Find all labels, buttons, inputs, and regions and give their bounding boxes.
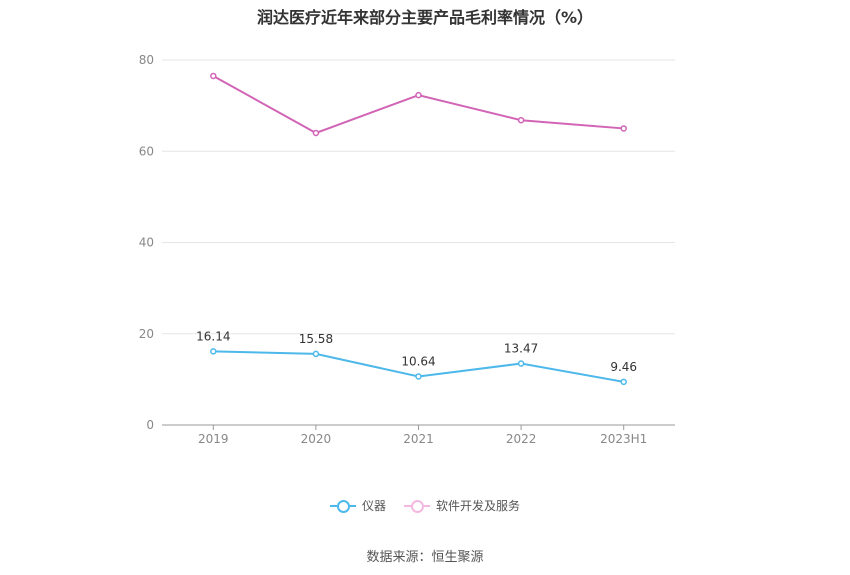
data-point[interactable] — [517, 360, 525, 367]
y-axis-tick-labels: 0 20 40 60 80 — [139, 53, 154, 432]
data-labels: 16.14 15.58 10.64 13.47 9.46 — [196, 329, 637, 373]
data-label: 10.64 — [401, 354, 435, 368]
y-tick-label: 0 — [146, 418, 154, 432]
legend-item-software[interactable]: 软件开发及服务 — [404, 497, 520, 514]
y-tick-label: 60 — [139, 144, 154, 158]
data-point[interactable] — [312, 350, 320, 358]
data-point[interactable] — [517, 116, 525, 124]
legend: 仪器 软件开发及服务 — [0, 497, 850, 514]
data-point[interactable] — [415, 91, 422, 99]
data-point[interactable] — [620, 378, 627, 386]
data-point[interactable] — [312, 129, 320, 137]
legend-marker-software — [404, 499, 430, 513]
x-tick-label: 2023H1 — [600, 432, 647, 446]
line-chart: 0 20 40 60 80 2019 2020 2021 2022 2023H1 16.14 15… — [139, 53, 675, 446]
y-tick-label: 80 — [139, 53, 154, 67]
source-note: 数据来源：恒生聚源 — [366, 550, 484, 565]
data-label: 9.46 — [610, 360, 637, 374]
grid-lines — [162, 59, 675, 335]
legend-label-instruments: 仪器 — [361, 499, 386, 513]
x-axis-tick-labels: 2019 2020 2021 2022 2023H1 — [198, 425, 647, 446]
x-tick-label: 2022 — [506, 432, 537, 446]
series-line-1 — [212, 75, 624, 135]
data-label: 16.14 — [196, 329, 230, 343]
x-tick-label: 2021 — [403, 432, 434, 446]
series-lines — [210, 72, 627, 386]
chart-title: 润达医疗近年来部分主要产品毛利率情况（%） — [256, 8, 594, 27]
x-tick-label: 2020 — [301, 432, 332, 446]
data-point[interactable] — [415, 373, 422, 380]
legend-label-software: 软件开发及服务 — [436, 499, 521, 513]
legend-marker-instruments — [329, 499, 356, 513]
y-tick-label: 40 — [139, 236, 154, 250]
y-tick-label: 20 — [139, 327, 154, 341]
data-point[interactable] — [210, 348, 217, 355]
data-point[interactable] — [210, 72, 217, 80]
data-point[interactable] — [620, 125, 627, 132]
data-label: 15.58 — [299, 332, 333, 346]
x-tick-label: 2019 — [198, 432, 229, 446]
data-label: 13.47 — [504, 342, 538, 356]
legend-item-instruments[interactable]: 仪器 — [329, 497, 386, 514]
